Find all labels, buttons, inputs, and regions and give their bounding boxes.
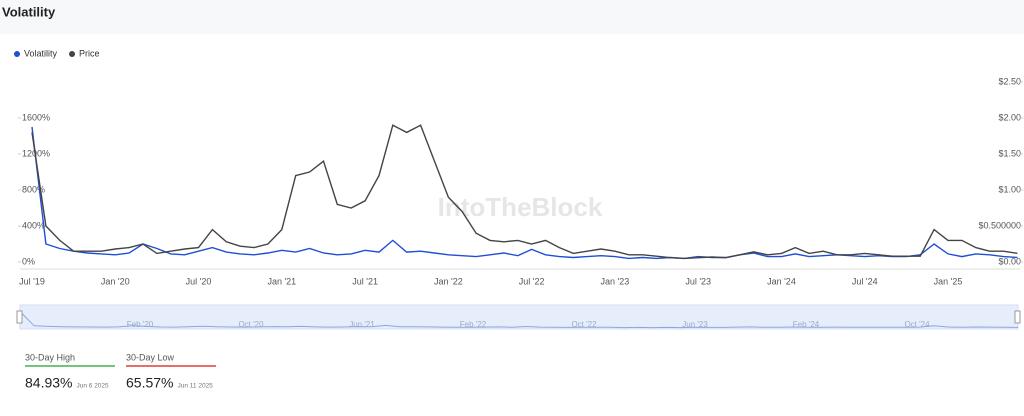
navigator-label: Jun '23 [682,320,708,329]
x-tick-label: Jan '21 [267,276,296,286]
navigator-label: Feb '20 [127,320,154,329]
stat-value: 84.93% [25,375,72,391]
y2-tick-label: $0.00 [998,256,1021,266]
x-tick-label: Jan '20 [101,276,130,286]
y2-tick-label: $2.50 [998,76,1021,86]
navigator-label: Oct '24 [904,320,930,329]
y-tick-label: 1600% [22,112,50,122]
legend-marker [69,51,76,57]
legend-label: Price [79,48,100,58]
x-tick-label: Jul '19 [19,276,45,286]
y-tick-label: 800% [22,184,45,194]
y2-tick-label: $2.00 [998,112,1021,122]
navigator-handle[interactable] [1014,310,1021,324]
x-tick-label: Jul '21 [352,276,378,286]
y-tick-label: 1200% [22,148,50,158]
navigator-label: Feb '24 [793,320,820,329]
x-tick-label: Jan '23 [601,276,630,286]
y2-tick-label: $1.00 [998,184,1021,194]
y2-tick-label: $0.500000 [978,220,1021,230]
navigator-label: Oct '20 [238,320,264,329]
y2-tick-label: $1.50 [998,148,1021,158]
x-tick-label: Jul '22 [519,276,545,286]
legend-marker [14,51,20,57]
y-tick-label: 400% [22,220,45,230]
x-tick-label: Jan '22 [434,276,463,286]
stat-date: Jun 11 2025 [177,383,213,390]
x-tick-label: Jan '24 [767,276,796,286]
legend-label: Volatility [24,48,58,58]
navigator [19,304,1019,330]
watermark: IntoTheBlock [438,192,603,222]
y-tick-label: 0% [22,256,35,266]
stat-label: 30-Day High [25,352,75,362]
stat-value: 65.57% [126,375,173,391]
navigator-label: Feb '22 [460,320,487,329]
navigator-label: Jun '21 [349,320,375,329]
navigator-handle[interactable] [16,310,23,324]
stat-date: Jun 6 2025 [76,383,109,390]
series-line [31,124,1018,260]
x-tick-label: Jul '24 [852,276,878,286]
x-tick-label: Jul '20 [186,276,212,286]
stat-label: 30-Day Low [126,352,175,362]
header-bar [0,0,1024,34]
chart-title: Volatility [2,4,56,19]
navigator-label: Oct '22 [571,320,597,329]
navigator-line [19,311,1019,329]
x-tick-label: Jan '25 [934,276,963,286]
series-line [31,126,1018,260]
x-tick-label: Jul '23 [685,276,711,286]
